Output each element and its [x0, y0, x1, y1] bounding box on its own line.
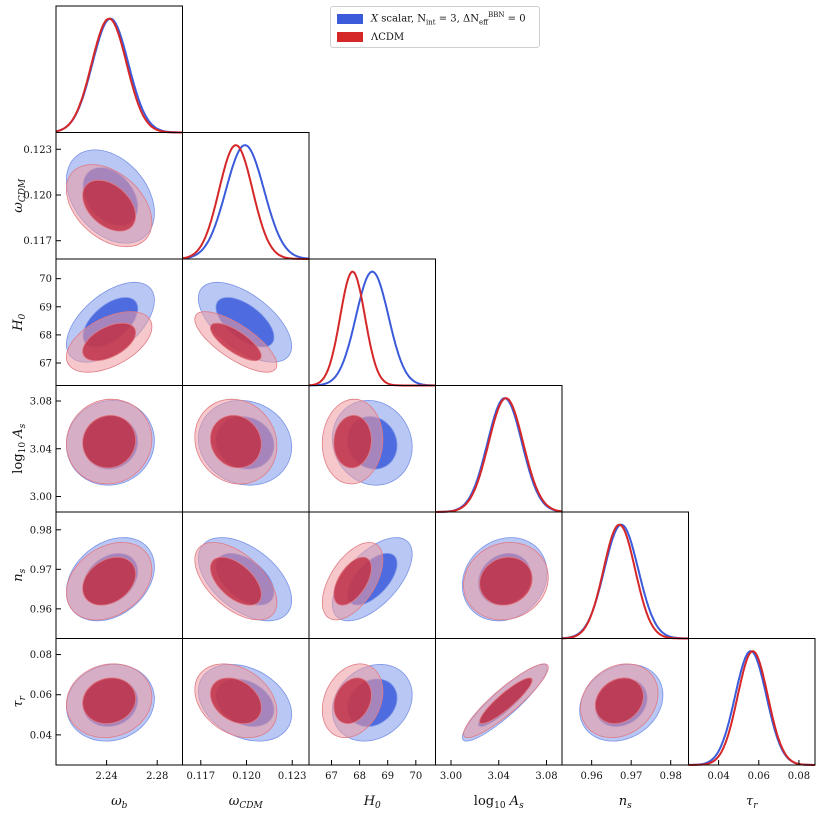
ytick-label-4: 0.98 [30, 525, 52, 536]
xtick-label-2: 68 [353, 771, 366, 782]
marginal-lcdm-5 [688, 650, 815, 766]
marginal-x-4 [562, 523, 689, 640]
contour-lcdm-5-3-inner [479, 677, 533, 724]
ytick-label-2: 69 [39, 302, 52, 313]
ytick-label-3: 3.08 [30, 397, 52, 408]
xtick-label-2: 70 [409, 771, 422, 782]
marginal-lcdm-4 [562, 523, 689, 640]
contour-lcdm-5-1-inner [209, 677, 262, 725]
xtick-label-0: 2.24 [95, 771, 117, 782]
marginal-lcdm-0 [55, 17, 183, 134]
xtick-label-2: 69 [381, 771, 394, 782]
xtick-label-4: 0.96 [581, 771, 603, 782]
ytick-label-2: 68 [39, 330, 52, 341]
panel-5-5 [688, 638, 816, 766]
ylabel-5: τr [11, 695, 28, 707]
marginal-lcdm-1 [182, 144, 309, 260]
contour-lcdm-4-1-inner [209, 556, 262, 606]
panel-1-1 [182, 132, 310, 260]
legend-item-x-scalar: X scalar, Nint = 3, ΔNeffBBN = 0 [337, 11, 526, 27]
ylabel-2: H0 [11, 313, 28, 331]
legend: X scalar, Nint = 3, ΔNeffBBN = 0 ΛCDM [330, 6, 540, 48]
ytick-label-5: 0.04 [30, 730, 52, 741]
xtick-label-3: 3.04 [488, 771, 510, 782]
xtick-label-5: 0.08 [788, 771, 810, 782]
panel-2-2 [308, 258, 436, 386]
contour-lcdm-2-1-inner [209, 322, 262, 362]
xlabel-5: τr [746, 794, 758, 811]
xlabel-3: log10 As [474, 794, 524, 811]
xlabel-2: H0 [363, 794, 381, 811]
contour-lcdm-2-0-inner [82, 322, 137, 362]
marginal-x-3 [435, 397, 563, 513]
ytick-label-5: 0.06 [30, 690, 52, 701]
xtick-label-3: 3.08 [535, 771, 557, 782]
ytick-label-1: 0.123 [23, 145, 52, 156]
xtick-label-3: 3.00 [440, 771, 462, 782]
marginal-lcdm-3 [435, 397, 563, 513]
xtick-label-5: 0.06 [748, 771, 770, 782]
ytick-label-1: 0.120 [23, 190, 52, 201]
legend-label-lcdm: ΛCDM [371, 31, 405, 43]
ylabel-1: ωCDM [11, 178, 28, 213]
contour-lcdm-5-0-inner [82, 677, 136, 724]
ytick-label-3: 3.04 [30, 444, 52, 455]
contour-lcdm-4-0-inner [82, 556, 137, 606]
xtick-label-4: 0.98 [660, 771, 682, 782]
contour-lcdm-3-0-inner [82, 414, 137, 469]
xtick-label-0: 2.28 [146, 771, 168, 782]
legend-label-x-scalar: X scalar, Nint = 3, ΔNeffBBN = 0 [371, 11, 526, 27]
xtick-label-4: 0.97 [620, 771, 642, 782]
xtick-label-1: 0.120 [232, 771, 261, 782]
contour-lcdm-5-2-inner [333, 677, 372, 724]
contour-lcdm-4-2-inner [333, 556, 372, 606]
ylabel-3: log10 As [11, 423, 28, 473]
legend-swatch-red [337, 32, 363, 42]
contour-lcdm-1-0-inner [82, 179, 137, 232]
marginal-x-5 [688, 650, 815, 766]
xtick-label-1: 0.117 [186, 771, 215, 782]
ytick-label-1: 0.117 [23, 236, 52, 247]
ytick-label-2: 67 [39, 359, 52, 370]
ylabel-4: ns [11, 568, 28, 581]
marginal-x-2 [309, 270, 436, 387]
contour-lcdm-5-4-inner [594, 677, 644, 724]
ytick-label-3: 3.00 [30, 492, 52, 503]
ytick-label-5: 0.08 [30, 650, 52, 661]
xtick-label-2: 67 [325, 771, 338, 782]
xlabel-1: ωCDM [229, 794, 264, 811]
contour-lcdm-4-3-inner [479, 556, 533, 606]
marginal-x-1 [182, 144, 310, 260]
xtick-label-5: 0.04 [707, 771, 729, 782]
ytick-label-4: 0.97 [30, 565, 52, 576]
xlabel-0: ωb [111, 794, 128, 811]
xlabel-4: ns [619, 794, 632, 811]
ytick-label-2: 70 [39, 274, 52, 285]
contour-lcdm-3-1-inner [209, 414, 262, 469]
legend-swatch-blue [337, 14, 363, 24]
legend-item-lcdm: ΛCDM [337, 29, 404, 45]
ytick-label-4: 0.96 [30, 604, 52, 615]
contour-lcdm-3-2-inner [333, 414, 372, 469]
marginal-lcdm-2 [308, 270, 436, 387]
xtick-label-1: 0.123 [278, 771, 307, 782]
